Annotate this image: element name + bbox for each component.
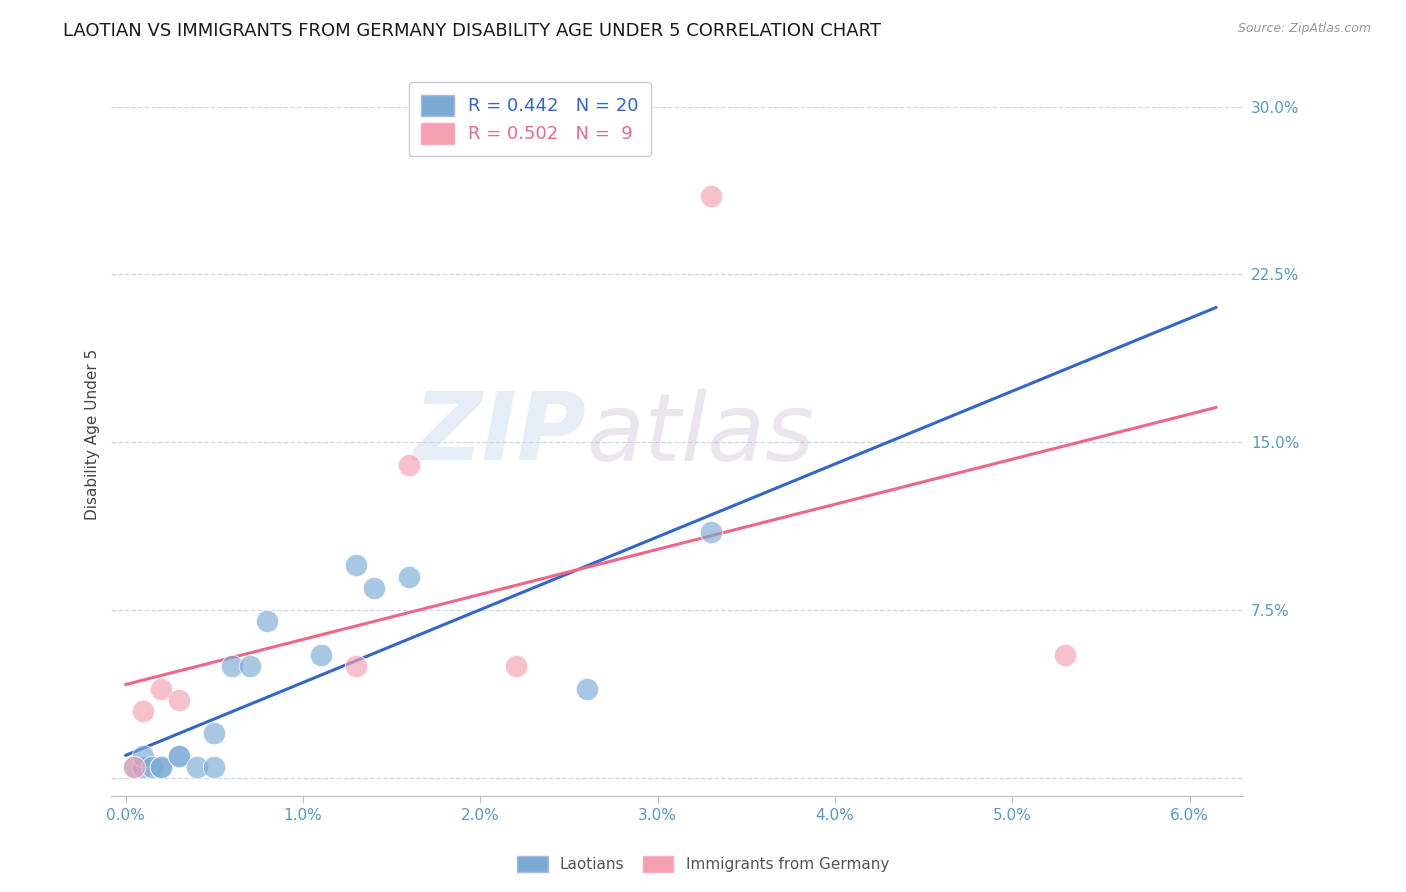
Point bbox=[150, 681, 173, 696]
Point bbox=[309, 648, 332, 662]
Point bbox=[398, 458, 420, 472]
Legend: Laotians, Immigrants from Germany: Laotians, Immigrants from Germany bbox=[509, 848, 897, 880]
Point bbox=[344, 659, 367, 673]
Point bbox=[124, 760, 146, 774]
Point bbox=[202, 760, 225, 774]
Point bbox=[202, 726, 225, 740]
Text: Source: ZipAtlas.com: Source: ZipAtlas.com bbox=[1237, 22, 1371, 36]
Point bbox=[186, 760, 208, 774]
Point bbox=[132, 704, 155, 718]
Point bbox=[132, 760, 155, 774]
Text: LAOTIAN VS IMMIGRANTS FROM GERMANY DISABILITY AGE UNDER 5 CORRELATION CHART: LAOTIAN VS IMMIGRANTS FROM GERMANY DISAB… bbox=[63, 22, 882, 40]
Point bbox=[124, 760, 146, 774]
Point bbox=[141, 760, 163, 774]
Point bbox=[1054, 648, 1077, 662]
Point bbox=[256, 615, 278, 629]
Point bbox=[150, 760, 173, 774]
Point bbox=[398, 569, 420, 583]
Point bbox=[221, 659, 243, 673]
Point bbox=[575, 681, 598, 696]
Point bbox=[239, 659, 262, 673]
Point bbox=[505, 659, 527, 673]
Point bbox=[700, 524, 723, 539]
Point bbox=[344, 558, 367, 573]
Text: ZIP: ZIP bbox=[413, 389, 586, 481]
Point bbox=[132, 748, 155, 763]
Point bbox=[700, 189, 723, 203]
Point bbox=[363, 581, 385, 595]
Legend: R = 0.442   N = 20, R = 0.502   N =  9: R = 0.442 N = 20, R = 0.502 N = 9 bbox=[409, 82, 651, 156]
Y-axis label: Disability Age Under 5: Disability Age Under 5 bbox=[86, 349, 100, 520]
Text: atlas: atlas bbox=[586, 389, 815, 480]
Point bbox=[167, 748, 190, 763]
Point bbox=[167, 748, 190, 763]
Point bbox=[150, 760, 173, 774]
Point bbox=[167, 692, 190, 706]
